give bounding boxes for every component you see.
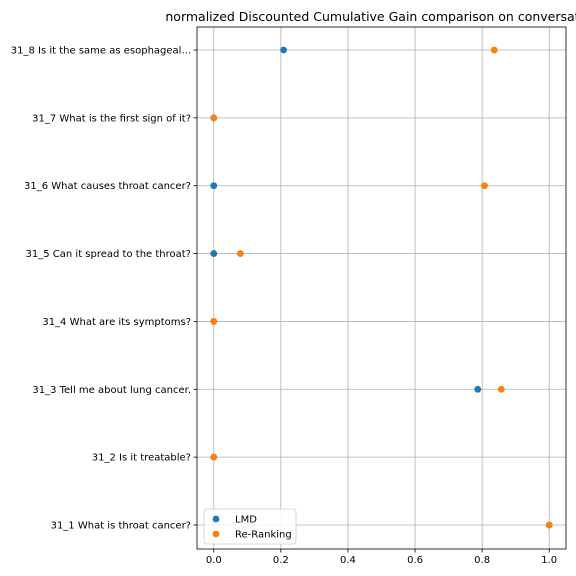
grid xyxy=(197,27,566,549)
data-point-lmd xyxy=(210,182,218,190)
data-point-re-ranking xyxy=(490,46,498,54)
data-points xyxy=(210,46,553,529)
y-tick-label: 31_7 What is the first sign of it? xyxy=(32,113,191,124)
data-point-re-ranking xyxy=(210,453,218,461)
legend-marker xyxy=(212,530,220,538)
legend: LMD Re-Ranking xyxy=(203,508,297,545)
legend-label: Re-Ranking xyxy=(235,530,292,541)
x-tick-label: 1.0 xyxy=(541,555,557,566)
x-tick-label: 0.0 xyxy=(206,555,222,566)
legend-box xyxy=(203,508,297,545)
data-point-lmd xyxy=(210,250,218,257)
data-point-lmd xyxy=(474,385,482,393)
data-point-re-ranking xyxy=(210,114,218,122)
x-tick-label: 0.8 xyxy=(474,555,490,566)
y-tick-label: 31_1 What is throat cancer? xyxy=(51,521,191,532)
y-axis: 31_1 What is throat cancer? 31_2 Is it tr… xyxy=(11,46,197,532)
data-point-re-ranking xyxy=(236,250,244,257)
y-tick-label: 31_8 Is it the same as esophageal... xyxy=(11,46,191,57)
x-tick-label: 0.6 xyxy=(407,555,423,566)
plot-frame xyxy=(196,26,567,550)
y-tick-label: 31_6 What causes throat cancer? xyxy=(24,181,191,192)
x-tick-label: 0.4 xyxy=(340,555,356,566)
x-axis: 0.0 0.2 0.4 0.6 0.8 1.0 xyxy=(206,549,557,566)
y-tick-label: 31_2 Is it treatable? xyxy=(92,453,191,464)
data-point-re-ranking xyxy=(481,182,488,190)
data-point-re-ranking xyxy=(497,385,505,393)
y-tick-label: 31_3 Tell me about lung cancer. xyxy=(32,385,191,396)
legend-marker xyxy=(212,515,220,523)
data-point-re-ranking xyxy=(545,521,553,529)
chart-title: normalized Discounted Cumulative Gain co… xyxy=(165,9,576,24)
data-point-re-ranking xyxy=(210,318,218,325)
data-point-lmd xyxy=(280,46,287,54)
legend-label: LMD xyxy=(235,515,257,526)
x-tick-label: 0.2 xyxy=(273,555,289,566)
y-tick-label: 31_4 What are its symptoms? xyxy=(42,317,191,328)
y-tick-label: 31_5 Can it spread to the throat? xyxy=(26,249,191,260)
